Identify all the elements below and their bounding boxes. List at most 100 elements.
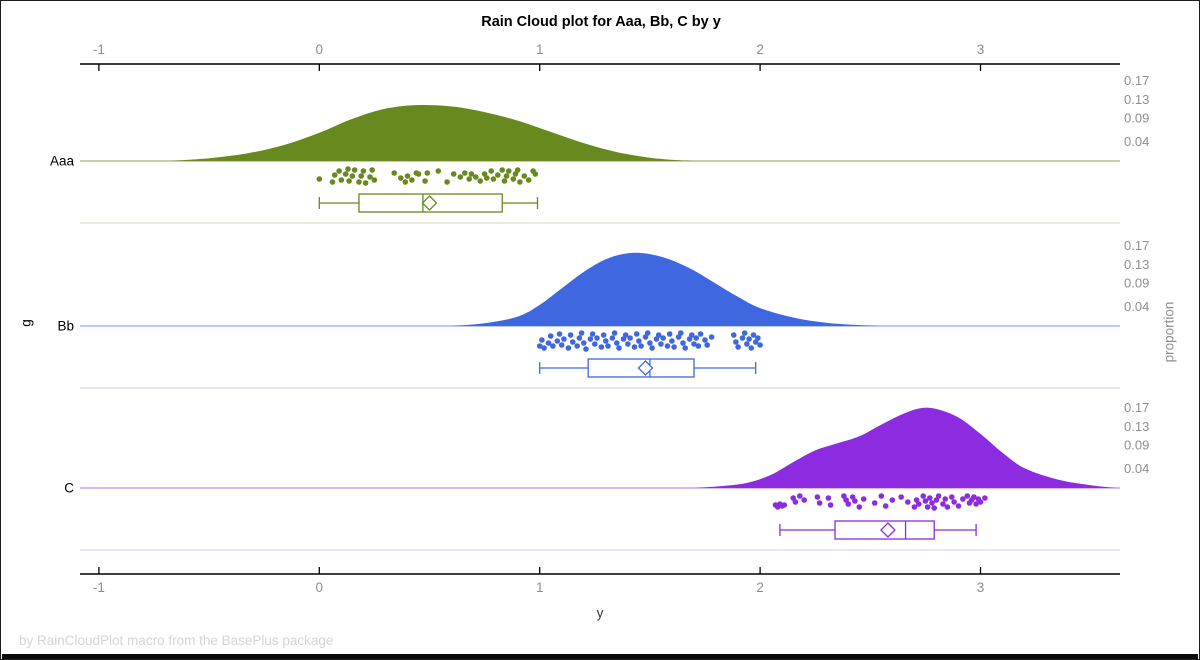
category-label-Bb: Bb (57, 319, 74, 334)
rain-point-Bb (583, 346, 589, 352)
rain-point-Aaa (409, 177, 415, 183)
rain-point-Bb (689, 332, 695, 338)
rain-point-C (797, 493, 803, 499)
rain-point-Aaa (503, 173, 510, 179)
mean-diamond-C (880, 522, 896, 538)
proportion-tick-label-Aaa: 0.13 (1124, 92, 1149, 107)
rain-point-Aaa (358, 173, 365, 179)
rain-point-Bb (750, 332, 757, 338)
rain-point-Aaa (457, 174, 464, 180)
rain-point-Aaa (424, 170, 431, 176)
proportion-tick-label-Aaa: 0.17 (1124, 73, 1149, 88)
rain-point-C (964, 493, 971, 499)
rain-point-Aaa (346, 178, 352, 184)
rain-point-Bb (565, 345, 572, 351)
rain-point-Bb (631, 344, 638, 350)
rain-point-Bb (741, 330, 748, 336)
rain-point-Bb (735, 344, 741, 350)
rain-point-Aaa (501, 178, 508, 184)
proportion-tick-label-C: 0.04 (1124, 461, 1149, 476)
rain-point-Bb (570, 339, 576, 345)
top-x-tick-label: 3 (977, 42, 985, 57)
rain-point-Bb (627, 335, 633, 341)
rain-point-Aaa (514, 167, 521, 173)
rain-point-Bb (669, 338, 675, 344)
rain-point-Bb (594, 335, 600, 341)
rain-point-Bb (755, 335, 761, 341)
rain-point-Bb (600, 332, 607, 338)
rain-point-Bb (541, 345, 547, 351)
density-cloud-Bb (451, 252, 882, 326)
rain-point-Aaa (402, 179, 409, 185)
top-x-tick-label: 1 (536, 42, 544, 57)
rain-point-Bb (587, 336, 594, 342)
category-label-C: C (64, 481, 74, 496)
rain-point-Bb (625, 341, 631, 347)
rain-point-Bb (680, 340, 686, 346)
rain-point-Bb (746, 336, 752, 342)
rain-point-Bb (702, 337, 708, 343)
rain-point-C (924, 504, 931, 510)
rain-point-Bb (682, 345, 688, 351)
rain-point-Bb (666, 331, 673, 337)
rain-point-Bb (748, 345, 755, 351)
rain-point-C (905, 499, 911, 505)
rain-point-Bb (614, 340, 620, 346)
top-x-tick-label: 0 (316, 42, 324, 57)
proportion-tick-label-Bb: 0.09 (1124, 276, 1149, 291)
rain-point-Aaa (484, 175, 490, 181)
rain-point-Bb (730, 332, 737, 338)
rain-point-Aaa (517, 179, 523, 185)
rain-point-Aaa (369, 167, 376, 173)
rain-point-Aaa (466, 176, 473, 182)
rain-point-Aaa (468, 171, 475, 177)
rain-point-Bb (592, 341, 598, 347)
rain-point-Bb (660, 335, 666, 341)
proportion-tick-label-Bb: 0.04 (1124, 299, 1149, 314)
rain-point-Bb (622, 332, 629, 338)
rain-point-Bb (693, 335, 699, 341)
rain-point-Bb (598, 344, 605, 350)
rain-point-Aaa (331, 172, 338, 178)
rain-point-C (982, 495, 988, 501)
rain-point-Bb (609, 335, 616, 341)
rain-point-C (911, 504, 918, 510)
rain-point-C (801, 497, 807, 503)
rain-point-Aaa (336, 168, 342, 174)
rain-point-Aaa (356, 179, 362, 185)
rain-point-C (898, 494, 904, 500)
rain-point-Bb (581, 340, 587, 346)
bottom-bar (2, 654, 1198, 659)
proportion-tick-label-C: 0.09 (1124, 438, 1149, 453)
right-axis-label-proportion: proportion (1161, 301, 1177, 363)
footer-attribution: by RainCloudPlot macro from the BasePlus… (19, 633, 334, 648)
proportion-tick-label-Bb: 0.13 (1124, 257, 1149, 272)
rain-point-C (845, 501, 852, 507)
category-label-Aaa: Aaa (50, 154, 75, 169)
rain-point-Aaa (316, 176, 323, 182)
rain-point-C (878, 493, 885, 499)
rain-point-C (940, 501, 946, 507)
rain-point-C (816, 500, 823, 506)
rain-point-Bb (536, 343, 543, 349)
mean-diamond-Aaa (421, 195, 438, 211)
bottom-x-tick-label: -1 (93, 580, 105, 595)
rain-point-C (977, 499, 984, 505)
rain-point-C (927, 495, 933, 501)
rain-point-C (922, 498, 929, 504)
density-cloud-C (694, 407, 1118, 488)
rain-point-C (971, 494, 977, 500)
rain-point-C (955, 503, 962, 509)
y-axis-label-g: g (18, 319, 34, 327)
rain-point-C (814, 494, 821, 500)
rain-point-Aaa (415, 171, 422, 177)
rain-point-Aaa (525, 177, 532, 183)
rain-point-C (973, 501, 979, 507)
rain-point-Aaa (444, 179, 450, 185)
rain-point-Bb (655, 332, 662, 338)
rain-point-Bb (636, 338, 642, 344)
rain-point-C (920, 493, 926, 499)
proportion-tick-label-Aaa: 0.09 (1124, 111, 1149, 126)
